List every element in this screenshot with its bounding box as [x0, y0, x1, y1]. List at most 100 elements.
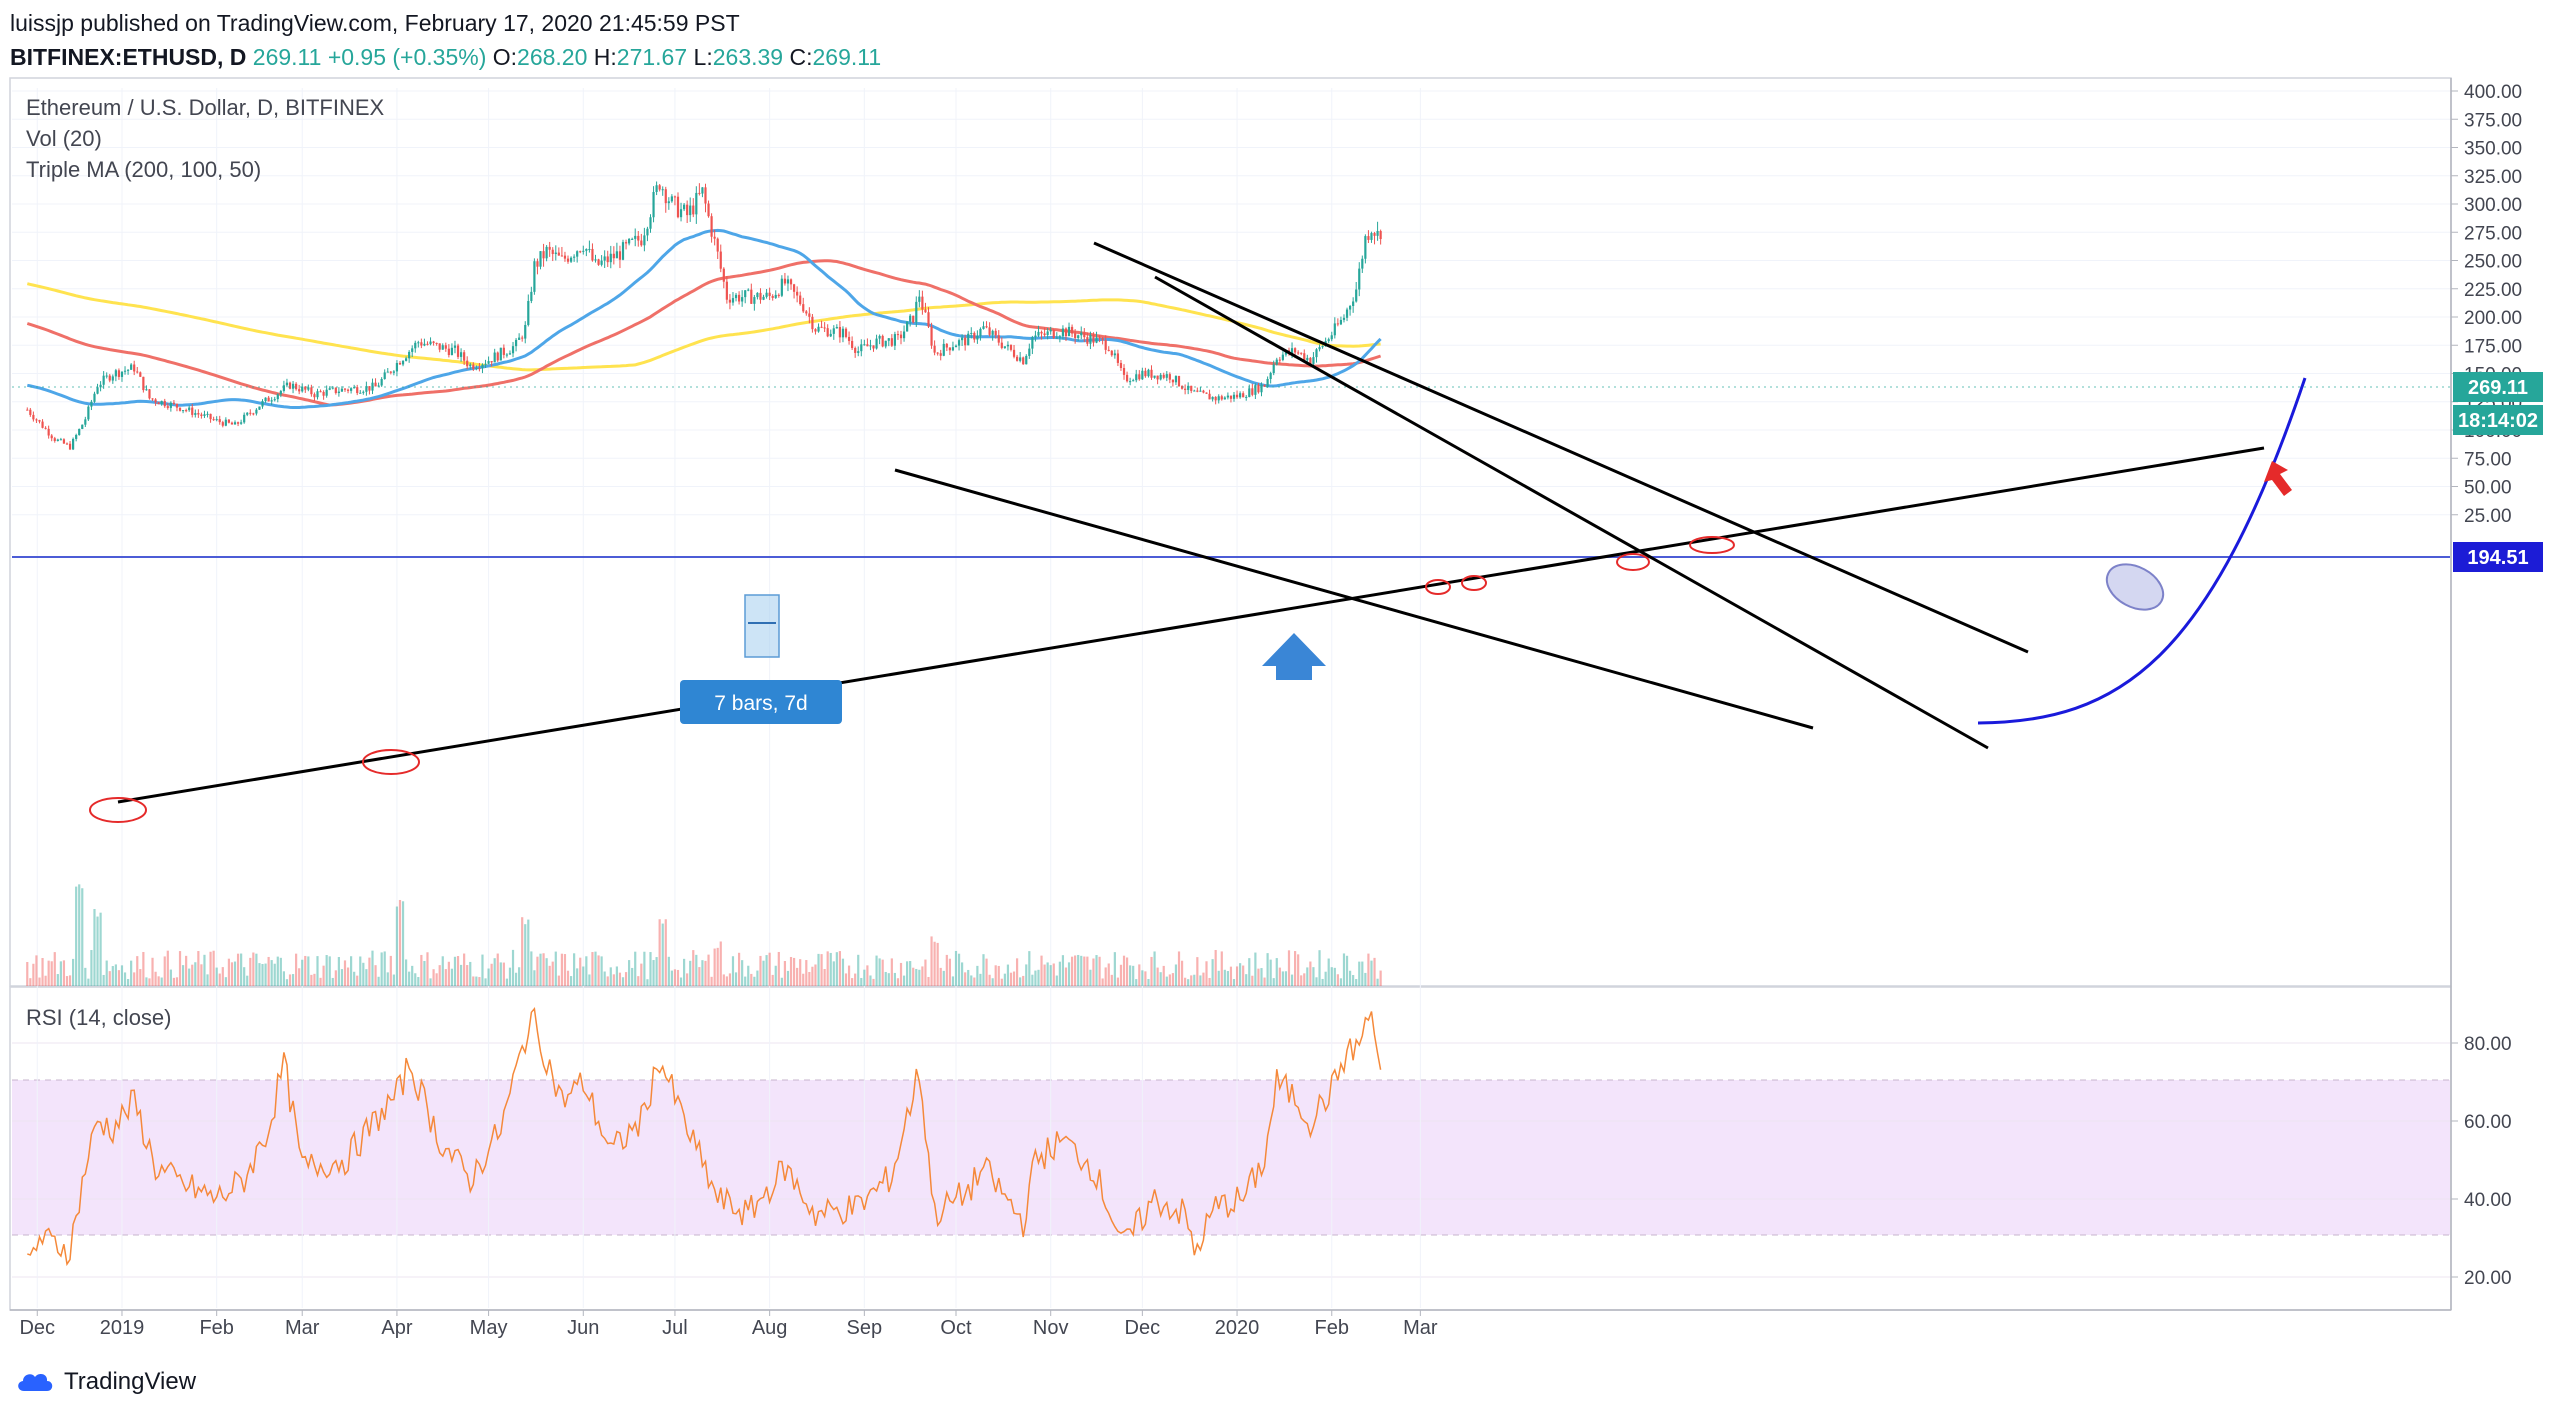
trendline-steep-descending[interactable] — [1154, 275, 1989, 750]
ma-100-line[interactable] — [26, 259, 1382, 407]
volume-bar — [716, 947, 719, 986]
volume-bar — [988, 974, 991, 986]
candle-body — [835, 327, 838, 329]
red-arrow-icon[interactable] — [2264, 461, 2292, 496]
candle-body — [1165, 374, 1168, 378]
candle-body — [1012, 349, 1016, 357]
volume-bar — [154, 971, 157, 986]
candle-body — [866, 344, 869, 347]
volume-bar — [603, 971, 606, 986]
candle-body — [1281, 354, 1284, 360]
volume-bar — [982, 954, 985, 986]
legend-main[interactable]: Ethereum / U.S. Dollar, D, BITFINEX — [26, 95, 385, 120]
candle-body — [634, 235, 637, 239]
blue-up-arrow-icon[interactable] — [1262, 633, 1326, 680]
candle-body — [288, 382, 292, 389]
volume-bar — [56, 974, 59, 986]
candle-body — [105, 375, 108, 377]
volume-bar — [404, 959, 408, 986]
candle-body — [731, 298, 735, 303]
trendline-lower-descending[interactable] — [894, 468, 1814, 730]
tradingview-brand[interactable]: TradingView — [64, 1368, 197, 1395]
volume-bar — [261, 964, 264, 986]
rsi-layer — [27, 1007, 1382, 1267]
volume-bar — [997, 965, 1000, 986]
candle-body — [502, 347, 505, 355]
hline-price-tag-text: 194.51 — [2467, 547, 2528, 569]
legend-rsi[interactable]: RSI (14, close) — [26, 1005, 172, 1030]
volume-bar — [725, 976, 728, 986]
candle-body — [1370, 233, 1373, 240]
trendline-upper-descending[interactable] — [1093, 241, 2029, 654]
volume-bar — [1373, 957, 1376, 986]
candle-body — [157, 402, 160, 405]
candle-body — [435, 342, 438, 344]
parabolic-curve[interactable] — [1977, 377, 2307, 725]
candle-body — [1266, 378, 1269, 387]
time-tick-label: 2020 — [1215, 1317, 1260, 1339]
candle-body — [417, 342, 420, 344]
volume-bar — [701, 960, 704, 986]
rsi-line[interactable] — [27, 1007, 1382, 1267]
volume-bar — [921, 966, 924, 986]
volume-bar — [860, 977, 863, 986]
red-ellipse-4[interactable] — [1689, 536, 1735, 554]
candle-body — [380, 379, 383, 386]
volume-bar — [398, 899, 402, 986]
volume-bar — [1135, 979, 1138, 986]
candle-body — [1101, 338, 1104, 341]
volume-bar — [1168, 974, 1171, 986]
candle-body — [860, 344, 863, 352]
volume-bar — [1193, 974, 1196, 986]
volume-bar — [970, 975, 973, 986]
price-tick-label: 25.00 — [2464, 506, 2512, 527]
red-ellipse-3[interactable] — [1616, 553, 1650, 571]
volume-bar — [340, 969, 344, 986]
price-tick-label: 250.00 — [2464, 252, 2522, 273]
volume-bar — [1312, 967, 1315, 986]
volume-bar — [75, 886, 78, 986]
volume-bar — [175, 977, 179, 986]
ma-50-line[interactable] — [27, 228, 1382, 409]
red-ellipse-1[interactable] — [89, 797, 147, 823]
trendline-support-long[interactable] — [117, 446, 2265, 804]
red-ellipse-5[interactable] — [1425, 579, 1451, 595]
legend-volume[interactable]: Vol (20) — [26, 126, 102, 151]
volume-bar — [319, 977, 322, 986]
candle-body — [78, 428, 81, 435]
candle-body — [600, 260, 603, 265]
candle-body — [997, 335, 1000, 343]
candle-body — [316, 391, 319, 398]
candle-body — [618, 251, 622, 260]
candle-body — [350, 388, 353, 391]
ma-200-line[interactable] — [26, 282, 1381, 372]
volume-bar — [1187, 979, 1190, 986]
low-value: 263.39 — [712, 44, 784, 70]
candle-body — [148, 389, 151, 399]
red-ellipse-6[interactable] — [1461, 575, 1487, 591]
volume-bar — [548, 965, 551, 986]
volume-bar — [1040, 955, 1043, 986]
candle-body — [725, 281, 728, 300]
purple-ellipse[interactable] — [2099, 555, 2171, 618]
legend-ma[interactable]: Triple MA (200, 100, 50) — [26, 157, 261, 182]
candle-body — [505, 354, 509, 356]
candle-body — [72, 438, 75, 450]
volume-bar — [1180, 960, 1184, 986]
volume-bar — [777, 951, 780, 986]
candle-body — [181, 410, 185, 412]
red-ellipse-2[interactable] — [362, 749, 420, 775]
candle-body — [899, 334, 903, 339]
volume-bar — [1080, 955, 1083, 986]
volume-bar — [887, 973, 890, 986]
volume-bar — [1067, 962, 1071, 986]
volume-bar — [230, 962, 234, 986]
volume-bar — [771, 974, 774, 986]
date-range-box[interactable] — [744, 594, 780, 658]
candle-body — [854, 347, 857, 353]
candle-body — [298, 389, 301, 392]
candle-body — [1095, 337, 1098, 343]
volume-bar — [973, 977, 976, 986]
volume-bar — [924, 959, 927, 986]
